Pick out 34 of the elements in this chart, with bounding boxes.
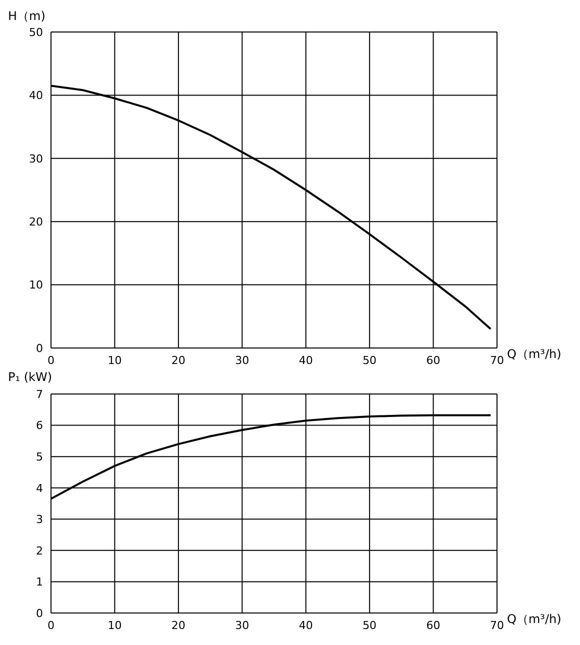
y-tick-label: 2 — [36, 544, 43, 558]
x-tick-label: 40 — [298, 354, 313, 367]
x-tick-label: 10 — [108, 618, 122, 632]
y-tick-label: 1 — [36, 576, 43, 589]
y-tick-label: 6 — [36, 419, 43, 432]
y-tick-label: 7 — [36, 388, 43, 401]
x-tick-label: 0 — [48, 618, 54, 632]
x-tick-label: 50 — [362, 618, 377, 632]
x-tick-label: 60 — [426, 354, 440, 367]
x-axis-title: Q（m³/h) — [507, 346, 562, 363]
y-tick-label: 3 — [36, 513, 43, 526]
x-tick-label: 30 — [235, 618, 250, 632]
x-tick-label: 60 — [426, 618, 440, 632]
x-tick-label: 70 — [490, 354, 504, 367]
x-tick-label: 30 — [235, 354, 250, 367]
x-tick-label: 70 — [490, 618, 504, 632]
x-tick-label: 20 — [171, 354, 186, 367]
y-tick-label: 0 — [36, 606, 43, 620]
y-tick-label: 40 — [29, 89, 43, 102]
y-tick-label: 5 — [36, 450, 43, 464]
y-tick-label: 4 — [36, 482, 43, 495]
x-tick-label: 40 — [298, 618, 313, 632]
x-tick-label: 20 — [171, 618, 186, 632]
y-tick-label: 30 — [29, 152, 43, 166]
y-axis-title: P₁ (kW) — [8, 370, 52, 384]
y-axis-title: H（m) — [8, 8, 46, 25]
x-tick-label: 0 — [48, 354, 54, 367]
y-tick-label: 0 — [36, 342, 43, 355]
y-tick-label: 50 — [29, 26, 43, 39]
y-tick-label: 20 — [29, 216, 43, 229]
x-tick-label: 10 — [108, 354, 122, 367]
y-tick-label: 10 — [29, 278, 43, 292]
x-axis-title: Q（m³/h) — [507, 611, 562, 628]
x-tick-label: 50 — [362, 354, 377, 367]
